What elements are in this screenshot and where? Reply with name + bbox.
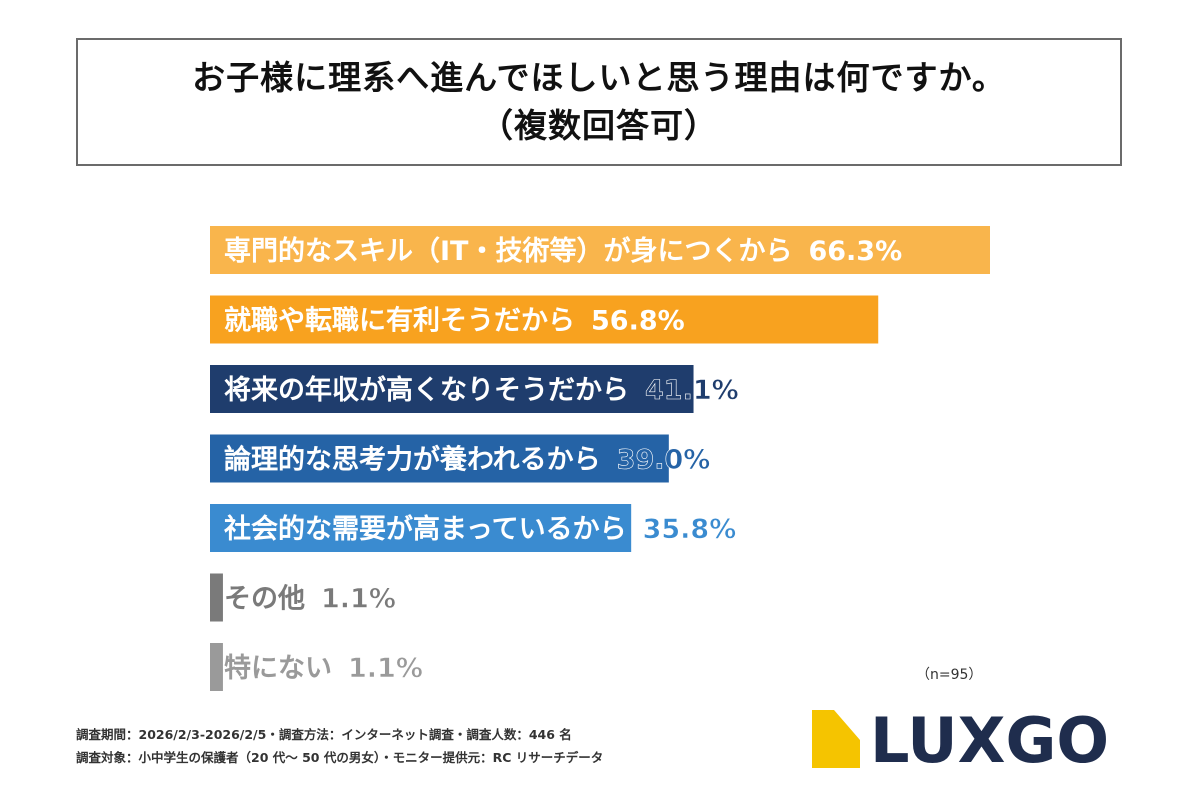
bar-group: 専門的なスキル（IT・技術等）が身につくから 66.3%	[210, 226, 990, 274]
chart-title: お子様に理系へ進んでほしいと思う理由は何ですか。	[192, 58, 1006, 97]
bar	[210, 573, 223, 622]
bar-group: 就職や転職に有利そうだから 56.8%	[210, 295, 879, 344]
category-label-text: 就職や転職に有利そうだから	[224, 306, 575, 337]
value-label: 35.8%	[643, 514, 737, 545]
bar	[210, 643, 223, 691]
bar	[210, 295, 879, 344]
category-label: 社会的な需要が高まっているから 35.8%	[224, 513, 736, 545]
category-label: 論理的な思考力が養われるから 39.0%	[224, 444, 710, 476]
value-label: 1.1%	[321, 584, 396, 615]
bar-group: 論理的な思考力が養われるから 39.0%	[210, 434, 711, 483]
bar-group: その他 1.1%	[210, 573, 396, 622]
bar	[210, 434, 669, 483]
bar-group: 特にない 1.1%	[210, 643, 423, 691]
value-label: 56.8%	[591, 306, 685, 337]
category-label-text: 専門的なスキル（IT・技術等）が身につくから	[224, 235, 792, 267]
value-label: 1.1%	[348, 653, 423, 684]
value-label: 39.0%	[617, 445, 711, 476]
category-label-text: 特にない	[224, 653, 332, 684]
luxgo-logo: LUXGO	[812, 704, 1109, 768]
bar	[210, 226, 990, 274]
bar	[210, 365, 694, 413]
category-label: 就職や転職に有利そうだから 56.8%	[224, 306, 685, 337]
survey-target-note: 調査対象：小中学生の保護者（20 代〜 50 代の男女）・モニター提供元：RC …	[76, 750, 604, 765]
value-label: 66.3%	[808, 236, 902, 267]
title-box: お子様に理系へ進んでほしいと思う理由は何ですか。 （複数回答可）	[76, 38, 1122, 166]
sample-size-note: （n=95）	[916, 667, 983, 683]
logo-mark-icon	[812, 710, 860, 768]
survey-period-note: 調査期間：2026/2/3-2026/2/5・調査方法：インターネット調査・調査…	[76, 727, 572, 742]
category-label-text: 論理的な思考力が養われるから	[224, 444, 601, 476]
category-label: 将来の年収が高くなりそうだから 41.1%	[224, 374, 739, 406]
category-label: 専門的なスキル（IT・技術等）が身につくから 66.3%	[224, 235, 902, 267]
category-label-text: 将来の年収が高くなりそうだから	[224, 374, 629, 406]
value-label: 41.1%	[645, 375, 739, 406]
category-label: 特にない 1.1%	[224, 653, 423, 684]
logo-wordmark: LUXGO	[870, 704, 1109, 768]
chart-subtitle: （複数回答可）	[480, 106, 718, 145]
bar-group: 社会的な需要が高まっているから 35.8%	[210, 504, 737, 552]
category-label-text: その他	[224, 584, 305, 615]
category-label: その他 1.1%	[224, 584, 396, 615]
bar-group: 将来の年収が高くなりそうだから 41.1%	[210, 365, 739, 413]
category-label-text: 社会的な需要が高まっているから	[224, 513, 627, 545]
bar	[210, 504, 632, 552]
